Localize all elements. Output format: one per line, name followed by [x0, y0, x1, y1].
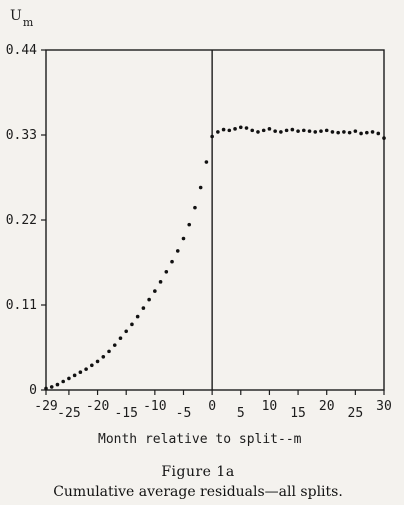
data-point — [67, 376, 71, 381]
data-point — [238, 125, 243, 130]
data-point — [147, 297, 151, 302]
data-point — [221, 127, 226, 132]
data-point — [301, 128, 306, 133]
data-point — [261, 128, 266, 133]
data-point — [101, 354, 106, 359]
data-point — [78, 370, 83, 375]
data-point — [124, 329, 129, 334]
data-point — [135, 314, 140, 319]
x-tick-label: 5 — [237, 406, 245, 421]
x-tick-label: 25 — [348, 406, 364, 421]
data-point — [370, 130, 375, 134]
y-tick-label: 0 — [29, 383, 37, 398]
y-tick-label: 0.22 — [6, 213, 37, 228]
data-point — [336, 130, 340, 135]
x-tick-label: -15 — [114, 406, 137, 421]
x-tick-label: 0 — [208, 399, 216, 414]
data-point — [193, 205, 197, 210]
data-point — [44, 386, 48, 391]
x-tick-label: 10 — [262, 399, 278, 414]
x-tick-label: 20 — [319, 399, 335, 414]
data-points — [44, 125, 386, 391]
data-point — [284, 128, 289, 133]
data-point — [141, 306, 146, 310]
data-point — [227, 128, 232, 133]
data-point — [347, 130, 352, 135]
data-point — [84, 367, 88, 371]
data-point — [307, 129, 312, 133]
x-axis-ticks: -29 -25 -20 -15 -10 -5 0 5 10 15 20 25 30 — [34, 390, 392, 421]
y-axis-label: Um — [10, 8, 34, 29]
y-tick-label: 0.44 — [6, 43, 37, 58]
x-axis-label: Month relative to split--m — [98, 432, 302, 447]
data-point — [359, 131, 363, 136]
data-point — [181, 236, 186, 241]
data-point — [61, 379, 65, 384]
data-point — [95, 359, 100, 364]
x-tick-label: -5 — [176, 406, 192, 421]
data-point — [158, 280, 163, 284]
data-point — [187, 222, 192, 227]
data-point — [55, 382, 60, 387]
data-point — [216, 130, 220, 134]
data-point — [324, 128, 329, 133]
data-point — [279, 130, 283, 134]
data-point — [290, 127, 295, 132]
data-point — [72, 373, 77, 378]
x-tick-label: -29 — [34, 399, 57, 414]
data-point — [244, 126, 249, 130]
data-point — [267, 127, 272, 131]
data-point — [170, 259, 174, 264]
figure-caption: Cumulative average residuals—all splits. — [53, 484, 343, 500]
data-point — [175, 249, 180, 253]
data-point — [382, 136, 386, 140]
data-point — [319, 129, 323, 133]
data-point — [198, 185, 203, 190]
data-point — [256, 130, 260, 134]
data-point — [233, 127, 237, 131]
data-point — [342, 130, 346, 134]
x-tick-label: -25 — [57, 406, 80, 421]
data-point — [153, 289, 157, 293]
data-point — [118, 336, 123, 341]
data-point — [107, 349, 111, 354]
data-point — [250, 128, 255, 133]
data-point — [130, 322, 134, 327]
data-point — [204, 160, 209, 164]
data-point — [49, 385, 54, 389]
data-point — [330, 130, 335, 134]
data-point — [313, 130, 318, 134]
y-axis-ticks: 0 0.11 0.22 0.33 0.44 — [6, 43, 46, 398]
x-tick-label: -10 — [143, 399, 166, 414]
data-point — [296, 129, 300, 133]
x-tick-label: 15 — [290, 406, 306, 421]
data-point — [273, 129, 277, 133]
data-point — [376, 131, 381, 136]
y-tick-label: 0.33 — [6, 128, 37, 143]
x-tick-label: -20 — [86, 399, 109, 414]
y-tick-label: 0.11 — [6, 298, 37, 313]
x-tick-label: 30 — [376, 399, 392, 414]
data-point — [112, 343, 117, 347]
data-point — [164, 269, 169, 274]
data-point — [210, 134, 214, 139]
plot-area-frame — [45, 49, 385, 391]
figure-label: Figure 1a — [161, 464, 234, 480]
data-point — [365, 130, 369, 135]
data-point — [90, 363, 94, 368]
data-point — [353, 129, 358, 133]
